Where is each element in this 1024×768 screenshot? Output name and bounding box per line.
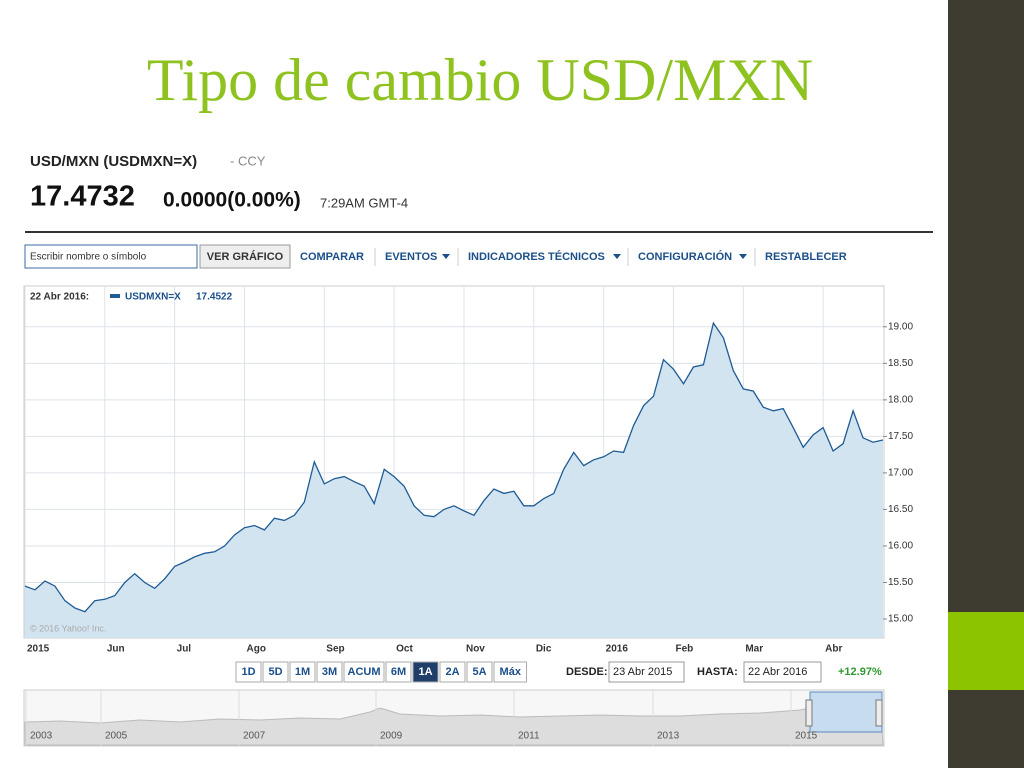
range-button[interactable] bbox=[493, 661, 527, 683]
range-button[interactable] bbox=[316, 661, 343, 683]
x-tick-label: Jun bbox=[107, 644, 125, 655]
x-tick-label: Oct bbox=[396, 644, 413, 655]
y-tick-label: 19.00 bbox=[888, 321, 913, 332]
navigator-year: 2003 bbox=[30, 731, 53, 742]
quote-change: 0.0000(0.00%) bbox=[163, 189, 301, 212]
x-tick-label: Nov bbox=[466, 644, 485, 655]
x-tick-label: 2016 bbox=[606, 644, 629, 655]
to-date: 22 Abr 2016 bbox=[748, 666, 807, 678]
range-button-label: 5D bbox=[268, 666, 282, 678]
to-input[interactable] bbox=[743, 661, 822, 683]
menu: COMPARAR EVENTOS INDICADORES TÉCNICOS CO… bbox=[300, 248, 847, 266]
copyright: © 2016 Yahoo! Inc. bbox=[30, 623, 106, 633]
chart-button-label: VER GRÁFICO bbox=[207, 250, 284, 263]
search-placeholder: Escribir nombre o símbolo bbox=[30, 252, 147, 263]
area bbox=[25, 323, 883, 638]
range-button-label: Máx bbox=[500, 666, 522, 678]
range-button[interactable] bbox=[289, 661, 316, 683]
from-date: 23 Abr 2015 bbox=[613, 666, 672, 678]
range-button-label: 3M bbox=[322, 666, 337, 678]
range-button-label: 1M bbox=[295, 666, 310, 678]
quote-suffix: - CCY bbox=[230, 153, 266, 168]
legend-value: 17.4522 bbox=[196, 292, 233, 303]
navigator-years: 2003 2005 2007 2009 2011 2013 2015 bbox=[25, 690, 818, 746]
line bbox=[24, 321, 884, 613]
navigator-year: 2015 bbox=[795, 731, 818, 742]
slide-title: Tipo de cambio USD/MXN bbox=[147, 47, 813, 113]
range-button-label: ACUM bbox=[348, 666, 381, 678]
range-button[interactable] bbox=[262, 661, 289, 683]
navigator-year: 2013 bbox=[657, 731, 680, 742]
from-input[interactable] bbox=[608, 661, 685, 683]
range-button[interactable] bbox=[343, 661, 385, 683]
range-button[interactable] bbox=[235, 661, 262, 683]
range-button-label: 1D bbox=[241, 666, 255, 678]
range-change: +12.97% bbox=[838, 666, 882, 678]
y-tick-label: 18.50 bbox=[888, 358, 913, 369]
range-button[interactable] bbox=[439, 661, 466, 683]
y-tick-label: 17.00 bbox=[888, 468, 913, 479]
range-button[interactable] bbox=[412, 661, 439, 683]
x-tick-label: Feb bbox=[675, 644, 693, 655]
menu-item[interactable]: RESTABLECER bbox=[765, 251, 847, 263]
to-label: HASTA: bbox=[697, 666, 738, 678]
navigator-handle[interactable] bbox=[805, 699, 813, 727]
x-tick-label: Ago bbox=[246, 644, 265, 655]
dropdown-arrow bbox=[613, 254, 621, 259]
navigator-year: 2009 bbox=[380, 731, 403, 742]
menu-item[interactable]: COMPARAR bbox=[300, 251, 364, 263]
y-tick-label: 15.00 bbox=[888, 614, 913, 625]
navigator-window[interactable] bbox=[809, 691, 883, 733]
x-tick-label: Dic bbox=[536, 644, 552, 655]
navigator-year: 2007 bbox=[243, 731, 266, 742]
range-button-label: 1A bbox=[418, 666, 432, 678]
search-box[interactable] bbox=[24, 244, 198, 269]
menu-item[interactable]: EVENTOS bbox=[385, 251, 437, 263]
y-tick-label: 16.50 bbox=[888, 504, 913, 515]
side-accent bbox=[948, 612, 1024, 690]
range-button-label: 6M bbox=[391, 666, 406, 678]
range-button-label: 5A bbox=[472, 666, 486, 678]
plot: 15.00 15.50 16.00 16.50 17.00 17.50 18.00 18.50… bbox=[24, 286, 913, 655]
quote-price: 17.4732 bbox=[30, 181, 135, 213]
x-tick-label: Sep bbox=[326, 644, 344, 655]
legend-name: USDMXN=X bbox=[125, 292, 181, 303]
navigator-handle[interactable] bbox=[875, 699, 883, 727]
legend-swatch bbox=[110, 294, 120, 298]
dropdown-arrow bbox=[442, 254, 450, 259]
y-tick-label: 17.50 bbox=[888, 431, 913, 442]
y-tick-label: 16.00 bbox=[888, 541, 913, 552]
y-tick-label: 18.00 bbox=[888, 394, 913, 405]
navigator-year: 2011 bbox=[518, 731, 540, 742]
quote-name: USD/MXN (USDMXN=X) bbox=[30, 153, 197, 170]
range-button[interactable] bbox=[385, 661, 412, 683]
range-bar: 1D 5D 1M 3M ACUM 6M 1A 2A 5A Máx bbox=[235, 661, 527, 683]
y-tick-label: 15.50 bbox=[888, 577, 913, 588]
range-button-label: 2A bbox=[445, 666, 459, 678]
menu-item[interactable]: INDICADORES TÉCNICOS bbox=[468, 250, 605, 263]
x-tick-label: Jul bbox=[177, 644, 192, 655]
from-label: DESDE: bbox=[566, 666, 608, 678]
chart-button[interactable] bbox=[199, 244, 291, 269]
legend-date: 22 Abr 2016: bbox=[30, 292, 89, 303]
menu-item[interactable]: CONFIGURACIÓN bbox=[638, 250, 732, 263]
navigator-year: 2005 bbox=[105, 731, 128, 742]
range-button[interactable] bbox=[466, 661, 493, 683]
x-tick-label: 2015 bbox=[27, 644, 50, 655]
dropdown-arrow bbox=[739, 254, 747, 259]
x-tick-label: Abr bbox=[825, 644, 842, 655]
x-tick-label: Mar bbox=[745, 644, 763, 655]
quote-time: 7:29AM GMT-4 bbox=[320, 195, 408, 210]
